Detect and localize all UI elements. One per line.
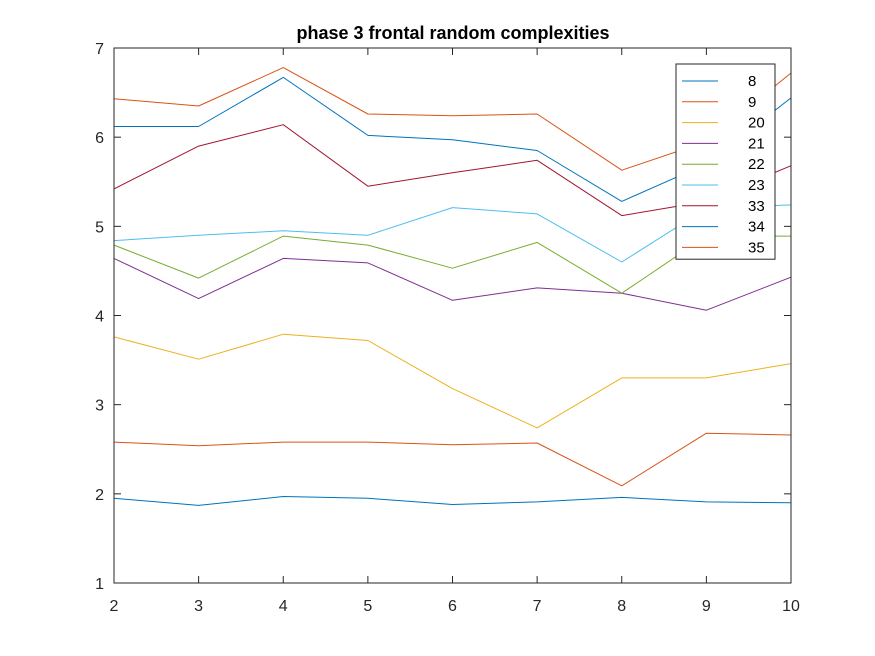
- series-line-21: [113, 257, 792, 311]
- y-tick-label: 1: [95, 576, 104, 593]
- series-line-20: [113, 333, 792, 429]
- x-tick-label: 7: [533, 598, 542, 615]
- legend-label-33: 33: [748, 198, 765, 215]
- legend-label-20: 20: [748, 115, 765, 132]
- y-tick-label: 4: [95, 309, 104, 326]
- series-line-8: [113, 496, 792, 506]
- legend-label-21: 21: [748, 135, 765, 152]
- y-tick-label: 6: [95, 130, 104, 147]
- y-tick-label: 5: [95, 219, 104, 236]
- chart-title: phase 3 frontal random complexities: [296, 23, 609, 43]
- x-tick-label: 2: [110, 598, 119, 615]
- x-tick-label: 6: [448, 598, 457, 615]
- legend-label-22: 22: [748, 156, 765, 173]
- x-tick-label: 9: [702, 598, 711, 615]
- x-tick-label: 8: [617, 598, 626, 615]
- legend-label-35: 35: [748, 239, 765, 256]
- legend-label-34: 34: [748, 219, 765, 236]
- y-tick-label: 3: [95, 398, 104, 415]
- x-tick-label: 10: [782, 598, 800, 615]
- legend: 8 9 20 21 22 23 33 34 35: [675, 63, 776, 260]
- x-tick-label: 3: [194, 598, 203, 615]
- legend-label-9: 9: [748, 94, 756, 111]
- legend-label-23: 23: [748, 177, 765, 194]
- y-tick-label: 2: [95, 487, 104, 504]
- series-line-9: [113, 432, 792, 487]
- x-tick-label: 4: [279, 598, 288, 615]
- y-tick-label: 7: [95, 41, 104, 58]
- x-tick-label: 5: [363, 598, 372, 615]
- legend-label-8: 8: [748, 73, 756, 90]
